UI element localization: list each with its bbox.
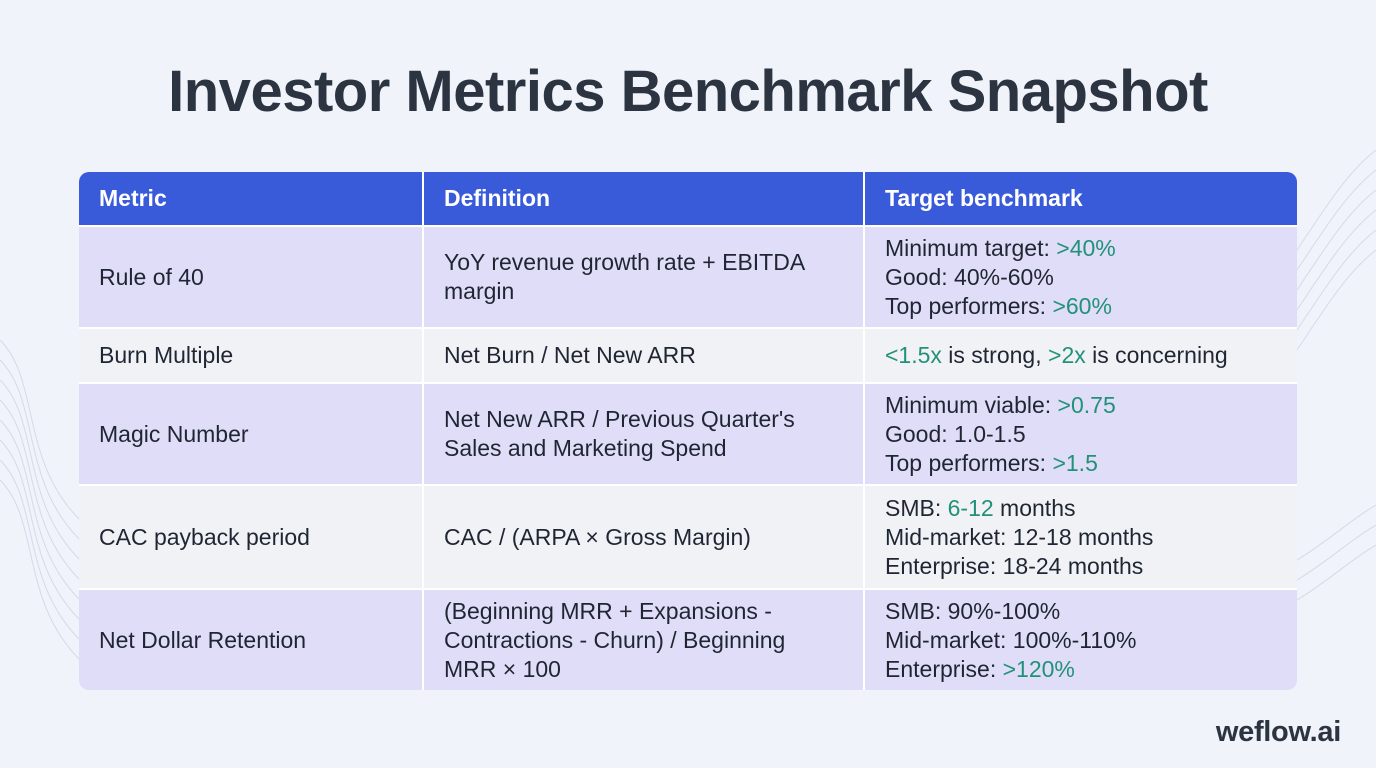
page-title: Investor Metrics Benchmark Snapshot bbox=[168, 59, 1208, 124]
benchmark-text: is strong, bbox=[941, 342, 1049, 368]
table-row: CAC payback period CAC / (ARPA × Gross M… bbox=[79, 484, 1297, 589]
benchmark-text: SMB: bbox=[885, 494, 948, 521]
benchmark-table: Metric Definition Target benchmark Rule … bbox=[79, 172, 1297, 690]
benchmark-highlight: >60% bbox=[1052, 292, 1112, 319]
benchmark-table-container: Metric Definition Target benchmark Rule … bbox=[79, 172, 1297, 690]
benchmark-line: Minimum target: >40% bbox=[885, 234, 1277, 263]
metric-cell: Net Dollar Retention bbox=[79, 588, 424, 690]
benchmark-text: Minimum target: bbox=[885, 234, 1057, 261]
definition-cell: (Beginning MRR + Expansions - Contractio… bbox=[423, 588, 865, 690]
metric-cell: Burn Multiple bbox=[79, 327, 424, 383]
definition-cell: Net Burn / Net New ARR bbox=[423, 327, 865, 383]
table-row: Net Dollar Retention (Beginning MRR + Ex… bbox=[79, 588, 1297, 690]
benchmark-highlight: >1.5 bbox=[1052, 449, 1098, 476]
benchmark-cell: Minimum viable: >0.75 Good: 1.0-1.5 Top … bbox=[864, 382, 1297, 485]
benchmark-highlight: 6-12 bbox=[947, 494, 994, 521]
definition-cell: YoY revenue growth rate + EBITDA margin bbox=[423, 225, 865, 328]
benchmark-line: Mid-market: 100%-110% bbox=[885, 626, 1137, 653]
table-row: Burn Multiple Net Burn / Net New ARR <1.… bbox=[79, 327, 1297, 383]
metric-cell: Rule of 40 bbox=[79, 225, 424, 328]
definition-cell: Net New ARR / Previous Quarter's Sales a… bbox=[423, 382, 865, 485]
benchmark-line: Enterprise: >120% bbox=[885, 655, 1277, 684]
brand-logo-text: weflow.ai bbox=[1215, 716, 1341, 748]
metric-cell: CAC payback period bbox=[79, 484, 424, 589]
benchmark-line: Minimum viable: >0.75 bbox=[885, 391, 1277, 420]
benchmark-text: Top performers: bbox=[885, 449, 1053, 476]
header-target-benchmark: Target benchmark bbox=[864, 172, 1297, 226]
benchmark-text: Minimum viable: bbox=[885, 391, 1058, 418]
benchmark-line: Top performers: >1.5 bbox=[885, 449, 1277, 478]
benchmark-line: SMB: 90%-100% bbox=[885, 597, 1061, 624]
benchmark-text: months bbox=[993, 494, 1076, 521]
benchmark-line: SMB: 6-12 months bbox=[885, 494, 1277, 523]
definition-cell: CAC / (ARPA × Gross Margin) bbox=[423, 484, 865, 589]
table-row: Magic Number Net New ARR / Previous Quar… bbox=[79, 382, 1297, 485]
metric-cell: Magic Number bbox=[79, 382, 424, 485]
table-row: Rule of 40 YoY revenue growth rate + EBI… bbox=[79, 225, 1297, 328]
benchmark-highlight: >2x bbox=[1048, 342, 1086, 368]
benchmark-cell: SMB: 6-12 months Mid-market: 12-18 month… bbox=[864, 484, 1297, 589]
benchmark-line: Top performers: >60% bbox=[885, 292, 1277, 321]
benchmark-cell: Minimum target: >40% Good: 40%-60% Top p… bbox=[864, 225, 1297, 328]
header-definition: Definition bbox=[423, 172, 865, 226]
benchmark-text: is concerning bbox=[1085, 342, 1228, 368]
benchmark-highlight: >0.75 bbox=[1057, 391, 1116, 418]
benchmark-line: Good: 40%-60% bbox=[885, 263, 1054, 290]
table-header-row: Metric Definition Target benchmark bbox=[79, 172, 1297, 226]
header-metric: Metric bbox=[79, 172, 424, 226]
benchmark-highlight: >40% bbox=[1056, 234, 1116, 261]
benchmark-line: Good: 1.0-1.5 bbox=[885, 420, 1026, 447]
benchmark-text: Enterprise: bbox=[885, 655, 1003, 682]
benchmark-highlight: <1.5x bbox=[885, 342, 942, 368]
benchmark-line: Mid-market: 12-18 months bbox=[885, 523, 1154, 550]
benchmark-highlight: >120% bbox=[1002, 655, 1075, 682]
benchmark-line: Enterprise: 18-24 months bbox=[885, 552, 1144, 579]
benchmark-cell: SMB: 90%-100% Mid-market: 100%-110% Ente… bbox=[864, 588, 1297, 690]
benchmark-cell: <1.5x is strong, >2x is concerning bbox=[864, 327, 1297, 383]
benchmark-line: <1.5x is strong, >2x is concerning bbox=[885, 341, 1277, 370]
benchmark-text: Top performers: bbox=[885, 292, 1053, 319]
